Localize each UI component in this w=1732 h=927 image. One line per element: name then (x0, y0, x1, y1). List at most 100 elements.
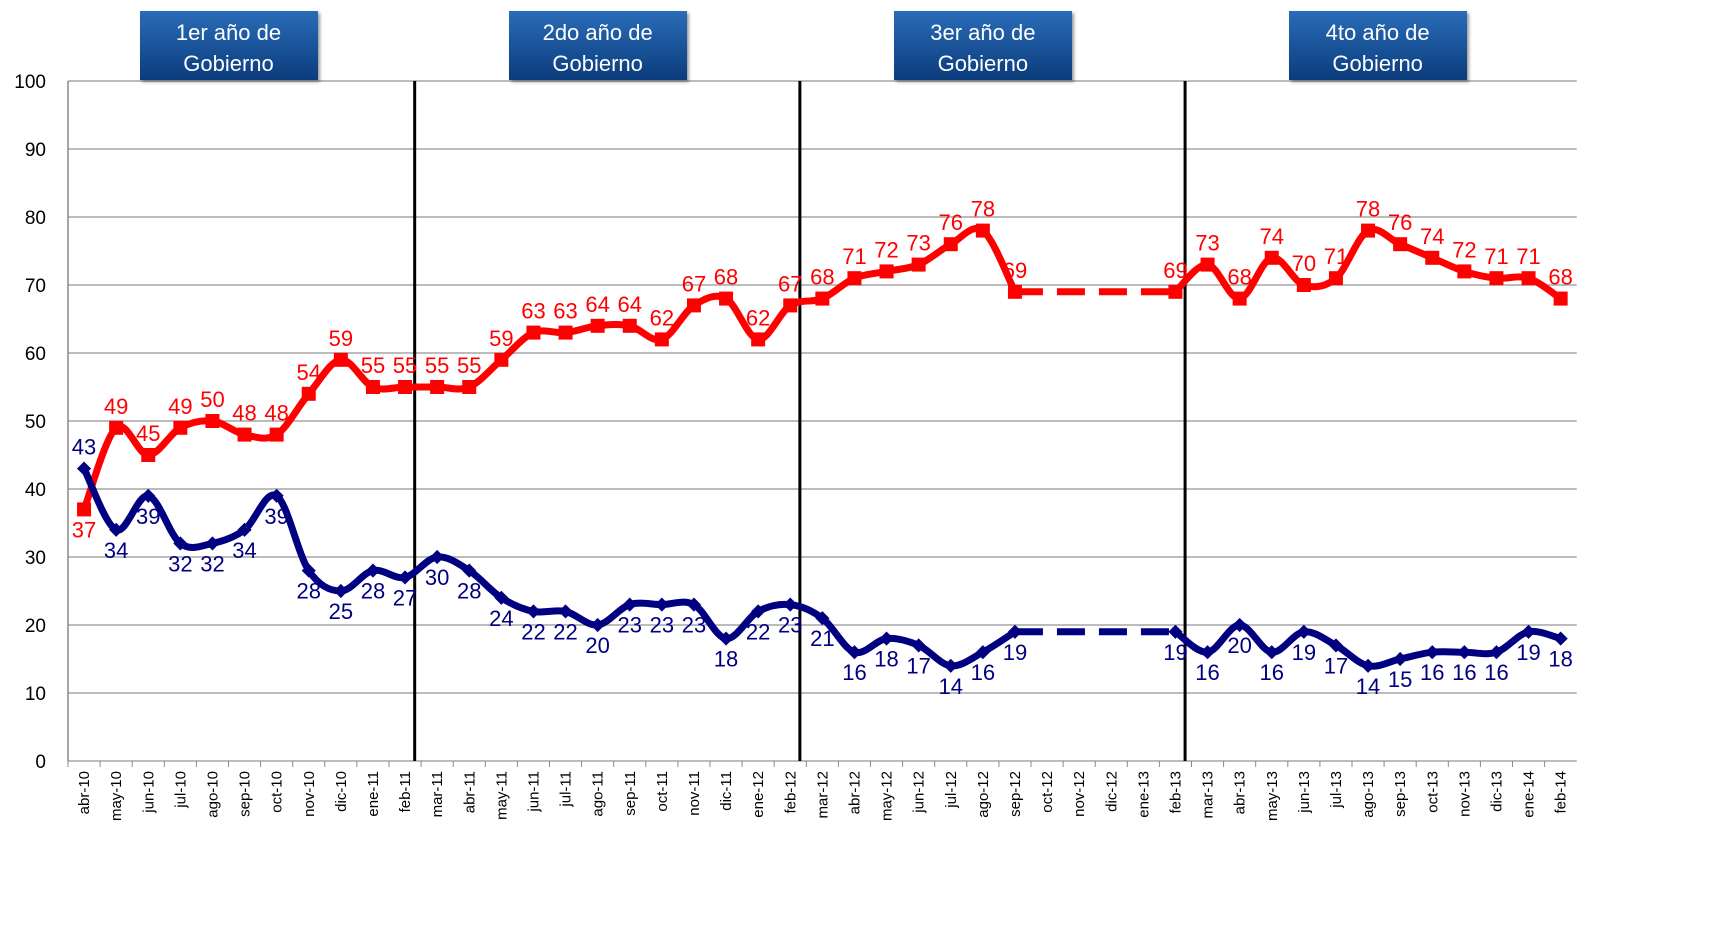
data-label: 16 (1260, 660, 1284, 685)
data-label: 18 (1548, 647, 1572, 672)
y-tick-label: 90 (25, 140, 46, 161)
marker (1553, 291, 1568, 306)
data-label: 59 (489, 326, 513, 351)
marker (141, 448, 156, 462)
data-label: 63 (553, 299, 577, 324)
data-label: 62 (746, 305, 770, 330)
marker (783, 298, 798, 313)
data-label: 16 (1195, 660, 1219, 685)
data-label: 32 (168, 551, 192, 576)
marker (943, 237, 958, 252)
data-label: 74 (1260, 224, 1284, 249)
x-tick-label: jul-11 (558, 771, 575, 808)
marker (1521, 624, 1536, 639)
data-label: 71 (842, 244, 866, 269)
marker (815, 611, 830, 626)
marker (269, 427, 284, 442)
data-label: 16 (1484, 660, 1508, 685)
data-label: 19 (1003, 640, 1027, 665)
data-label: 30 (425, 565, 449, 590)
period-label: 4to año de Gobierno (1288, 11, 1467, 80)
data-label: 34 (104, 538, 128, 563)
marker (1007, 624, 1023, 639)
data-label: 62 (650, 305, 674, 330)
data-label: 49 (104, 394, 128, 419)
x-tick-label: feb-14 (1553, 771, 1570, 814)
marker (654, 332, 669, 347)
y-tick-label: 80 (25, 208, 46, 229)
x-tick-label: feb-12 (782, 771, 799, 814)
data-label: 69 (1003, 258, 1027, 283)
marker (1489, 271, 1504, 286)
y-tick-label: 50 (25, 412, 46, 433)
x-tick-label: jun-10 (140, 771, 157, 814)
data-label: 19 (1163, 640, 1187, 665)
x-tick-label: may-12 (879, 771, 896, 821)
marker (109, 522, 124, 537)
data-label: 20 (585, 633, 609, 658)
marker (1361, 223, 1376, 238)
data-label: 64 (585, 292, 609, 317)
x-tick-label: sep-13 (1392, 771, 1409, 817)
y-tick-label: 100 (14, 72, 46, 93)
data-label: 50 (200, 387, 224, 412)
marker (975, 223, 990, 238)
marker (847, 645, 862, 660)
x-tick-label: oct-12 (1039, 771, 1056, 813)
marker (397, 570, 413, 585)
marker (333, 583, 348, 599)
marker (365, 563, 381, 578)
x-tick-label: nov-10 (301, 771, 318, 817)
data-label: 19 (1292, 640, 1316, 665)
marker (622, 597, 637, 612)
data-label: 23 (682, 613, 706, 638)
data-label: 68 (810, 265, 834, 290)
data-label: 16 (1420, 660, 1444, 685)
marker (975, 645, 990, 660)
marker (1328, 271, 1343, 286)
data-label: 23 (618, 613, 642, 638)
data-label: 17 (1324, 653, 1348, 678)
marker (1457, 645, 1472, 660)
data-label: 49 (168, 394, 192, 419)
x-tick-label: sep-11 (622, 771, 639, 816)
x-tick-label: jun-11 (525, 771, 542, 813)
marker (1264, 645, 1279, 660)
x-tick-label: ene-13 (1135, 771, 1152, 818)
marker (1328, 638, 1344, 653)
data-label: 22 (521, 619, 545, 644)
marker (719, 291, 734, 306)
marker (430, 549, 445, 565)
marker (911, 638, 926, 653)
marker (1200, 257, 1215, 272)
marker (943, 658, 958, 673)
marker (879, 631, 894, 646)
marker (365, 380, 380, 394)
marker (654, 597, 669, 612)
data-label: 74 (1420, 224, 1444, 249)
marker (76, 461, 92, 476)
marker (1232, 617, 1247, 633)
x-tick-label: jun-12 (911, 771, 928, 814)
marker (1489, 645, 1504, 660)
data-label: 18 (874, 647, 898, 672)
marker (1232, 291, 1247, 306)
x-tick-label: jul-10 (172, 771, 189, 809)
marker (398, 380, 413, 394)
x-tick-label: dic-12 (1103, 771, 1120, 812)
x-tick-label: sep-10 (237, 771, 254, 817)
x-tick-label: oct-13 (1424, 771, 1441, 813)
x-tick-label: nov-12 (1071, 771, 1088, 817)
marker (751, 604, 766, 619)
x-tick-label: mar-11 (429, 771, 446, 817)
period-label: 3er año de Gobierno (893, 11, 1072, 80)
data-label: 23 (650, 613, 674, 638)
x-tick-label: abr-12 (846, 771, 863, 814)
data-label: 21 (810, 626, 834, 651)
marker (1296, 624, 1311, 639)
data-label: 25 (329, 599, 353, 624)
data-label: 54 (297, 360, 321, 385)
marker (494, 352, 509, 367)
data-label: 14 (939, 674, 963, 699)
